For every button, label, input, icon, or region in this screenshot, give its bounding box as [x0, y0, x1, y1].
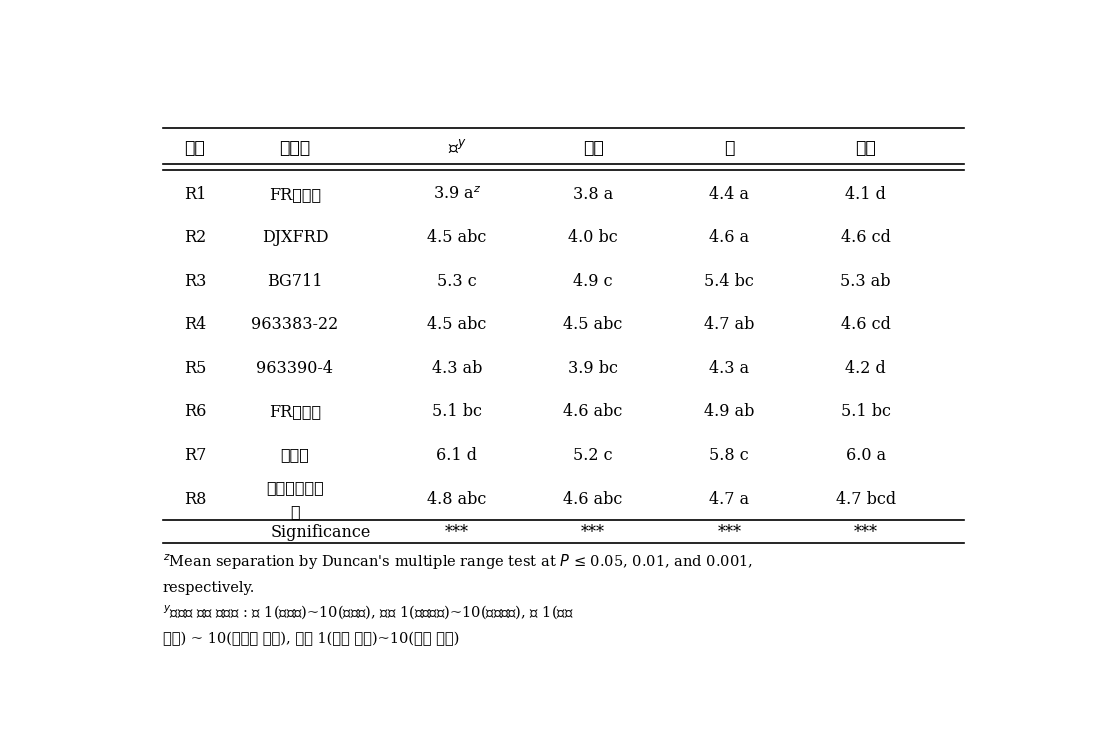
Text: 4.2 d: 4.2 d	[845, 359, 886, 377]
Text: 5.3 ab: 5.3 ab	[841, 273, 891, 290]
Text: 4.6 abc: 4.6 abc	[564, 491, 623, 508]
Text: 4.6 abc: 4.6 abc	[564, 403, 623, 420]
Text: R7: R7	[185, 447, 207, 463]
Text: 5.3 c: 5.3 c	[437, 273, 477, 290]
Text: ***: ***	[854, 523, 878, 541]
Text: 6.0 a: 6.0 a	[845, 447, 886, 463]
Text: 4.5 abc: 4.5 abc	[428, 229, 487, 247]
Text: 종합: 종합	[855, 140, 876, 156]
Text: R3: R3	[185, 273, 207, 290]
Text: FR스트롱: FR스트롱	[269, 186, 321, 203]
Text: 4.5 abc: 4.5 abc	[428, 317, 487, 333]
Text: 963383-22: 963383-22	[252, 317, 338, 333]
Text: ***: ***	[581, 523, 606, 541]
Text: R4: R4	[185, 317, 207, 333]
Text: 4.1 d: 4.1 d	[845, 186, 886, 203]
Text: 4.0 bc: 4.0 bc	[568, 229, 618, 247]
Text: 맛$^y$: 맛$^y$	[447, 140, 466, 156]
Text: 3.9 bc: 3.9 bc	[568, 359, 618, 377]
Text: 4.3 a: 4.3 a	[709, 359, 750, 377]
Text: Significance: Significance	[270, 523, 370, 541]
Text: 4.9 ab: 4.9 ab	[704, 403, 755, 420]
Text: 4.7 ab: 4.7 ab	[704, 317, 755, 333]
Text: R8: R8	[185, 491, 207, 508]
Text: 4.5 abc: 4.5 abc	[564, 317, 623, 333]
Text: 3.8 a: 3.8 a	[573, 186, 613, 203]
Text: $^y$식미도 조사 항목별 : 맛 1(맛있음)~10(맛없음), 식감 1(사각사각)~10(푸석푸석), 향 1(수박: $^y$식미도 조사 항목별 : 맛 1(맛있음)~10(맛없음), 식감 1(…	[163, 603, 574, 622]
Text: 스: 스	[290, 502, 300, 520]
Text: 4.4 a: 4.4 a	[709, 186, 750, 203]
Text: 신토좌: 신토좌	[280, 447, 310, 463]
Text: 향: 향	[724, 140, 734, 156]
Text: R1: R1	[185, 186, 207, 203]
Text: 식감: 식감	[582, 140, 603, 156]
Text: ***: ***	[718, 523, 742, 541]
Text: 5.1 bc: 5.1 bc	[841, 403, 890, 420]
Text: BG711: BG711	[267, 273, 323, 290]
Text: $^z$Mean separation by Duncan's multiple range test at $P$ ≤ 0.05, 0.01, and 0.0: $^z$Mean separation by Duncan's multiple…	[163, 553, 753, 572]
Text: R6: R6	[185, 403, 207, 420]
Text: 4.9 c: 4.9 c	[574, 273, 613, 290]
Text: 내새) ~ 10(이상한 내새), 종합 1(아주 좋음)~10(아주 나쁘): 내새) ~ 10(이상한 내새), 종합 1(아주 좋음)~10(아주 나쁘)	[163, 632, 459, 646]
Text: 6.1 d: 6.1 d	[436, 447, 477, 463]
Text: 4.6 cd: 4.6 cd	[841, 229, 890, 247]
Text: 4.3 ab: 4.3 ab	[432, 359, 482, 377]
Text: 963390-4: 963390-4	[256, 359, 333, 377]
Text: 계통명: 계통명	[279, 140, 311, 156]
Text: respectively.: respectively.	[163, 581, 255, 596]
Text: DJXFRD: DJXFRD	[262, 229, 329, 247]
Text: ***: ***	[445, 523, 469, 541]
Text: 4.6 a: 4.6 a	[709, 229, 750, 247]
Text: 4.6 cd: 4.6 cd	[841, 317, 890, 333]
Text: 5.8 c: 5.8 c	[710, 447, 750, 463]
Text: 대목: 대목	[185, 140, 206, 156]
Text: FR신세계: FR신세계	[269, 403, 321, 420]
Text: 5.2 c: 5.2 c	[574, 447, 613, 463]
Text: 5.1 bc: 5.1 bc	[432, 403, 481, 420]
Text: 스피드꼬풀러: 스피드꼬풀러	[266, 480, 324, 496]
Text: 3.9 a$^z$: 3.9 a$^z$	[433, 186, 481, 203]
Text: 4.8 abc: 4.8 abc	[428, 491, 487, 508]
Text: R2: R2	[185, 229, 207, 247]
Text: 4.7 bcd: 4.7 bcd	[835, 491, 896, 508]
Text: R5: R5	[185, 359, 207, 377]
Text: 5.4 bc: 5.4 bc	[704, 273, 754, 290]
Text: 4.7 a: 4.7 a	[709, 491, 750, 508]
